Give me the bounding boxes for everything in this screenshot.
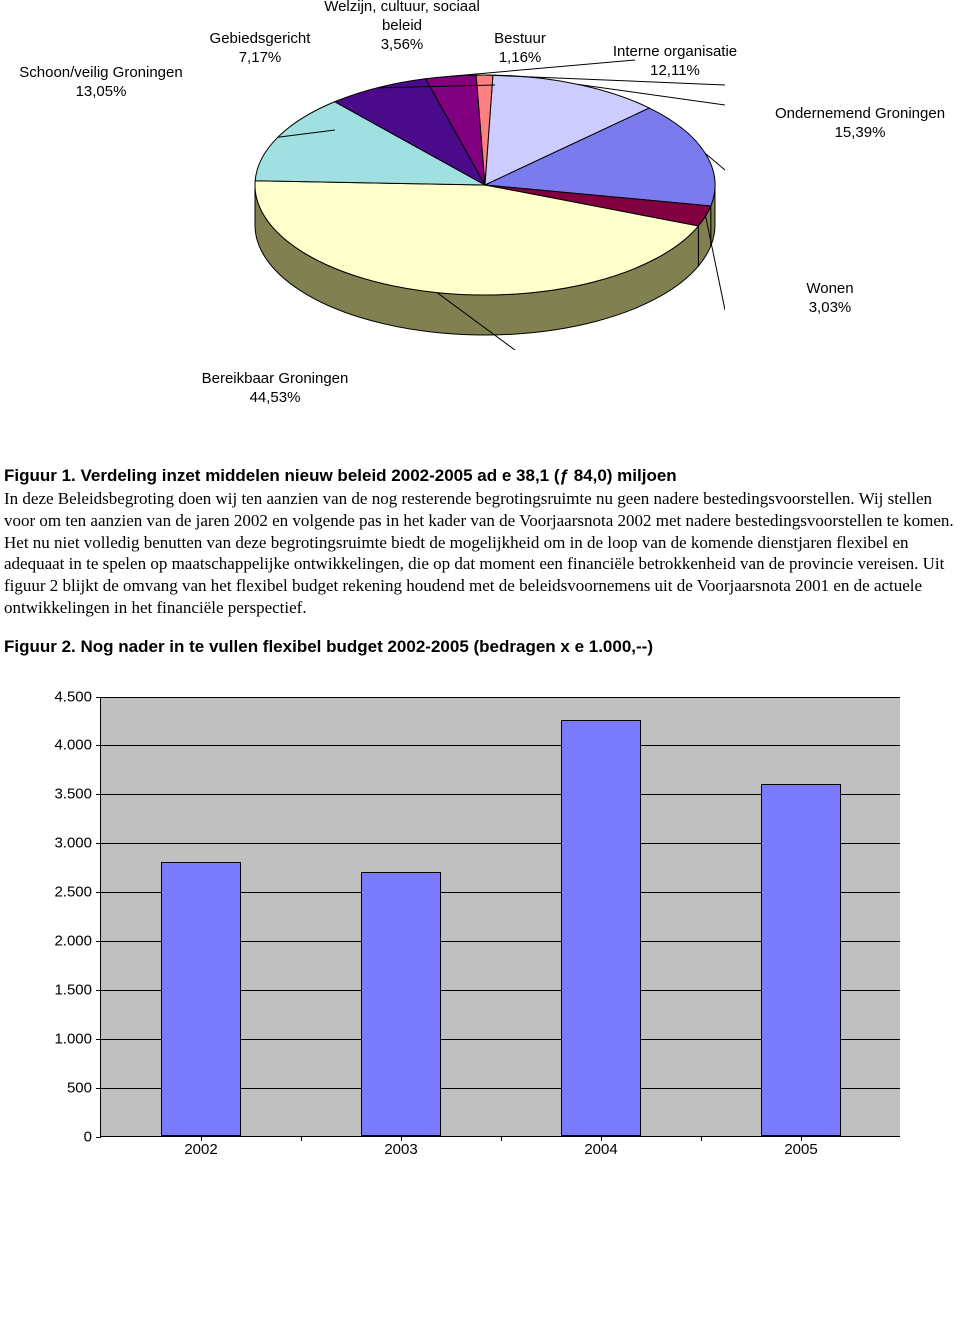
bar (561, 720, 641, 1136)
figure1-title: Figuur 1. Verdeling inzet middelen nieuw… (4, 466, 956, 486)
label-bereikbaar: Bereikbaar Groningen44,53% (175, 370, 375, 408)
y-tick-label: 4.500 (40, 688, 92, 705)
label-wonen: Wonen3,03% (790, 280, 870, 318)
y-tick-label: 500 (40, 1079, 92, 1096)
label-schoon-veilig: Schoon/veilig Groningen13,05% (6, 64, 196, 102)
y-tick-label: 0 (40, 1128, 92, 1145)
x-tick-label: 2002 (184, 1141, 217, 1158)
figure1-body: In deze Beleidsbegroting doen wij ten aa… (4, 488, 956, 619)
bar (361, 872, 441, 1136)
pie-3d-svg (245, 50, 725, 350)
label-interne-org: Interne organisatie12,11% (595, 43, 755, 81)
bar (161, 862, 241, 1136)
y-tick-label: 4.000 (40, 737, 92, 754)
y-tick-label: 1.000 (40, 1030, 92, 1047)
pie-chart: Schoon/veilig Groningen13,05% Gebiedsger… (0, 0, 960, 460)
x-tick-label: 2004 (584, 1141, 617, 1158)
x-tick-label: 2003 (384, 1141, 417, 1158)
y-tick-label: 3.000 (40, 835, 92, 852)
label-gebiedsgericht: Gebiedsgericht7,17% (200, 30, 320, 68)
label-welzijn: Welzijn, cultuur, sociaal beleid3,56% (312, 0, 492, 54)
label-bestuur: Bestuur1,16% (480, 30, 560, 68)
y-tick-label: 2.000 (40, 932, 92, 949)
y-tick-label: 3.500 (40, 786, 92, 803)
y-tick-label: 1.500 (40, 981, 92, 998)
x-tick-label: 2005 (784, 1141, 817, 1158)
label-ondernemend: Ondernemend Groningen15,39% (765, 105, 955, 143)
bar-chart: 2002200320042005 05001.0001.5002.0002.50… (40, 697, 920, 1167)
y-tick-label: 2.500 (40, 884, 92, 901)
figure2-title: Figuur 2. Nog nader in te vullen flexibe… (4, 637, 956, 657)
bar (761, 784, 841, 1136)
bar-plot-area: 2002200320042005 (100, 697, 900, 1137)
